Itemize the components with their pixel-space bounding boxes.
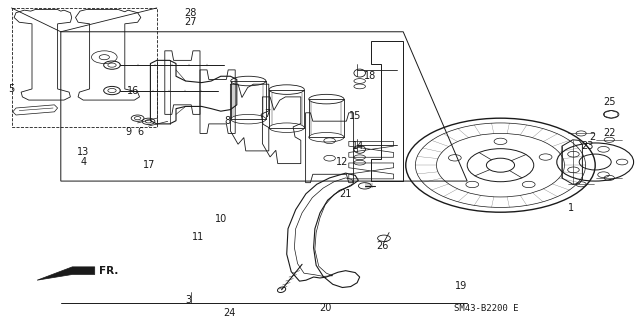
Text: 21: 21 xyxy=(339,189,352,199)
Text: 28: 28 xyxy=(184,8,197,18)
Text: FR.: FR. xyxy=(99,266,118,276)
Text: 11: 11 xyxy=(192,232,205,242)
Text: 25: 25 xyxy=(603,97,616,107)
Text: 5: 5 xyxy=(8,84,15,94)
Text: 10: 10 xyxy=(214,214,227,224)
Text: 2: 2 xyxy=(589,132,595,142)
Text: 3: 3 xyxy=(186,295,192,305)
Text: 23: 23 xyxy=(581,141,594,151)
Text: 13: 13 xyxy=(77,147,90,158)
Text: 19: 19 xyxy=(454,281,467,291)
Text: 20: 20 xyxy=(319,303,332,313)
Text: 1: 1 xyxy=(568,203,574,213)
Text: 9: 9 xyxy=(125,127,131,137)
Text: 27: 27 xyxy=(184,17,197,27)
Text: 7: 7 xyxy=(264,109,271,119)
Polygon shape xyxy=(37,267,95,280)
Text: 12: 12 xyxy=(336,157,349,167)
Text: SM43-B2200 E: SM43-B2200 E xyxy=(454,304,518,313)
Text: 14: 14 xyxy=(352,141,365,151)
Text: 6: 6 xyxy=(138,127,144,137)
Text: 4: 4 xyxy=(80,157,86,167)
Text: 26: 26 xyxy=(376,241,389,251)
Text: 22: 22 xyxy=(603,129,616,138)
Text: 18: 18 xyxy=(364,71,376,81)
Text: 15: 15 xyxy=(349,111,362,121)
Text: 17: 17 xyxy=(143,160,156,170)
Text: 8: 8 xyxy=(224,116,230,126)
Text: 16: 16 xyxy=(127,85,140,95)
Text: 24: 24 xyxy=(223,308,236,318)
